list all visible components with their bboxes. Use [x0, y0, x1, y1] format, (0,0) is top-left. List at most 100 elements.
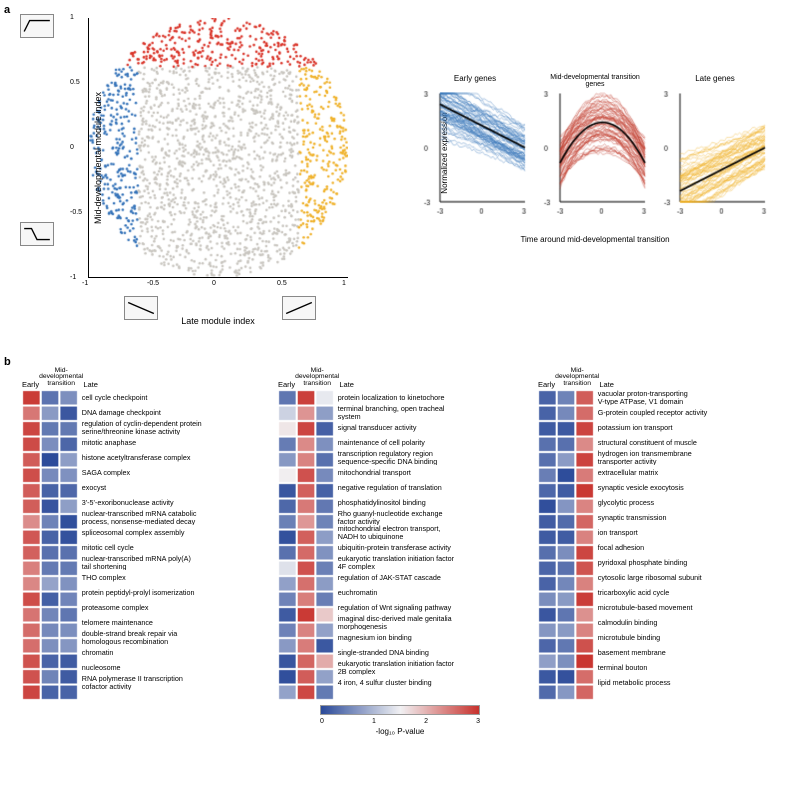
heatmap-headers: EarlyMid- developmental transitionLate: [538, 366, 592, 388]
heatmap-row-label: G-protein coupled receptor activity: [594, 405, 774, 420]
heatmap-row-label: phosphatidylinositol binding: [334, 495, 524, 510]
line-title-early: Early genes: [420, 74, 530, 83]
line-charts: Normalized expression Early genes Mid-de…: [420, 88, 770, 218]
heatmap-labels-0: cell cycle checkpointDNA damage checkpoi…: [78, 390, 268, 700]
heatmap-row-label: focal adhesion: [594, 540, 774, 555]
heatmap-row-label: spliceosomal complex assembly: [78, 525, 268, 540]
heatmap-canvas-1: [278, 390, 334, 700]
line-x-label: Time around mid-developmental transition: [420, 235, 770, 244]
heatmap-row-label: regulation of cyclin-dependent protein s…: [78, 420, 268, 435]
panel-b: EarlyMid- developmental transitionLatece…: [8, 360, 792, 740]
heatmap-row-label: vacuolar proton-transporting V-type ATPa…: [594, 390, 774, 405]
heatmap-row-label: mitotic cell cycle: [78, 540, 268, 555]
heatmap-row-label: RNA polymerase II transcription cofactor…: [78, 675, 268, 690]
heatmap-row-label: ubiquitin-protein transferase activity: [334, 540, 524, 555]
heatmap-row-label: mitotic anaphase: [78, 435, 268, 450]
heatmap-row-label: DNA damage checkpoint: [78, 405, 268, 420]
colorbar-label: -log₁₀ P-value: [300, 727, 500, 736]
heatmap-row-label: double-strand break repair via homologou…: [78, 630, 268, 645]
heatmap-row-label: magnesium ion binding: [334, 630, 524, 645]
heatmap-row-label: protein localization to kinetochore: [334, 390, 524, 405]
heatmap-row-label: Rho guanyl-nucleotide exchange factor ac…: [334, 510, 524, 525]
heatmap-row-label: ion transport: [594, 525, 774, 540]
heatmap-row-label: nuclear-transcribed mRNA poly(A) tail sh…: [78, 555, 268, 570]
heatmap-row-label: exocyst: [78, 480, 268, 495]
line-chart-late: Late genes: [660, 88, 770, 218]
heatmap-row-label: synaptic transmission: [594, 510, 774, 525]
heatmap-row-label: glycolytic process: [594, 495, 774, 510]
panel-a: Mid-developmental module index Late modu…: [8, 8, 792, 348]
heatmap-row-label: cytosolic large ribosomal subunit: [594, 570, 774, 585]
heatmap-row-label: extracellular matrix: [594, 465, 774, 480]
heatmap-row-label: terminal bouton: [594, 660, 774, 675]
heatmap-row-label: hydrogen ion transmembrane transporter a…: [594, 450, 774, 465]
heatmap-row-label: histone acetyltransferase complex: [78, 450, 268, 465]
heatmap-row-label: 4 iron, 4 sulfur cluster binding: [334, 675, 524, 690]
line-canvas-mid: [540, 88, 650, 218]
scatter-x-label: Late module index: [181, 316, 255, 326]
heatmap-row-label: synaptic vesicle exocytosis: [594, 480, 774, 495]
heatmap-row-label: structural constituent of muscle: [594, 435, 774, 450]
heatmap-row-label: negative regulation of translation: [334, 480, 524, 495]
heatmap-row-label: lipid metabolic process: [594, 675, 774, 690]
heatmap-headers: EarlyMid- developmental transitionLate: [22, 366, 76, 388]
heatmap-row-label: basement membrane: [594, 645, 774, 660]
line-chart-early: Early genes: [420, 88, 530, 218]
scatter-plot-wrap: Mid-developmental module index Late modu…: [68, 8, 368, 308]
heatmap-row-label: THO complex: [78, 570, 268, 585]
heatmap-row-label: eukaryotic translation initiation factor…: [334, 555, 524, 570]
heatmap-canvas-0: [22, 390, 78, 700]
heatmap-row-label: microtubule-based movement: [594, 600, 774, 615]
heatmap-row-label: 3'-5'-exoribonuclease activity: [78, 495, 268, 510]
heatmap-row-label: imaginal disc-derived male genitalia mor…: [334, 615, 524, 630]
heatmap-row-label: protein peptidyl-prolyl isomerization: [78, 585, 268, 600]
heatmap-row-label: telomere maintenance: [78, 615, 268, 630]
heatmap-row-label: tricarboxylic acid cycle: [594, 585, 774, 600]
heatmap-row-label: mitochondrial electron transport, NADH t…: [334, 525, 524, 540]
heatmap-labels-1: protein localization to kinetochoretermi…: [334, 390, 524, 700]
high-then-drop-icon: [20, 222, 54, 246]
scatter-plot: [88, 18, 348, 278]
heatmap-row-label: proteasome complex: [78, 600, 268, 615]
line-chart-mid: Mid-developmental transition genes: [540, 88, 650, 218]
heatmap-row-label: signal transducer activity: [334, 420, 524, 435]
line-title-mid: Mid-developmental transition genes: [540, 74, 650, 88]
heatmap-row-label: nucleosome: [78, 660, 268, 675]
colorbar-ticks: 0 1 2 3: [320, 718, 480, 725]
heatmap-row-label: single-stranded DNA binding: [334, 645, 524, 660]
heatmap-headers: EarlyMid- developmental transitionLate: [278, 366, 332, 388]
decline-icon: [124, 296, 158, 320]
heatmap-row-label: regulation of Wnt signaling pathway: [334, 600, 524, 615]
cbar-tick: 1: [372, 718, 376, 725]
heatmap-row-label: mitochondrial transport: [334, 465, 524, 480]
heatmap-row-label: chromatin: [78, 645, 268, 660]
heatmap-canvas-2: [538, 390, 594, 700]
heatmap-row-label: terminal branching, open tracheal system: [334, 405, 524, 420]
heatmap-row-label: pyridoxal phosphate binding: [594, 555, 774, 570]
heatmap-row-label: SAGA complex: [78, 465, 268, 480]
heatmap-row-label: transcription regulatory region sequence…: [334, 450, 524, 465]
heatmap-row-label: microtubule binding: [594, 630, 774, 645]
heatmap-row-label: euchromatin: [334, 585, 524, 600]
heatmap-row-label: maintenance of cell polarity: [334, 435, 524, 450]
peak-then-plateau-icon: [20, 14, 54, 38]
heatmap-row-label: potassium ion transport: [594, 420, 774, 435]
colorbar-canvas: [320, 705, 480, 715]
colorbar: 0 1 2 3 -log₁₀ P-value: [300, 705, 500, 736]
heatmap-row-label: regulation of JAK-STAT cascade: [334, 570, 524, 585]
heatmap-group-0: EarlyMid- developmental transitionLatece…: [22, 390, 268, 700]
cbar-tick: 3: [476, 718, 480, 725]
heatmap-labels-2: vacuolar proton-transporting V-type ATPa…: [594, 390, 774, 700]
incline-icon: [282, 296, 316, 320]
scatter-y-label: Mid-developmental module index: [93, 92, 103, 224]
line-canvas-early: [420, 88, 530, 218]
heatmap-row-label: calmodulin binding: [594, 615, 774, 630]
heatmap-row-label: nuclear-transcribed mRNA catabolic proce…: [78, 510, 268, 525]
cbar-tick: 0: [320, 718, 324, 725]
heatmap-row-label: eukaryotic translation initiation factor…: [334, 660, 524, 675]
heatmap-group-2: EarlyMid- developmental transitionLateva…: [538, 390, 774, 700]
heatmap-group-1: EarlyMid- developmental transitionLatepr…: [278, 390, 524, 700]
heatmap-row-label: cell cycle checkpoint: [78, 390, 268, 405]
line-canvas-late: [660, 88, 770, 218]
cbar-tick: 2: [424, 718, 428, 725]
